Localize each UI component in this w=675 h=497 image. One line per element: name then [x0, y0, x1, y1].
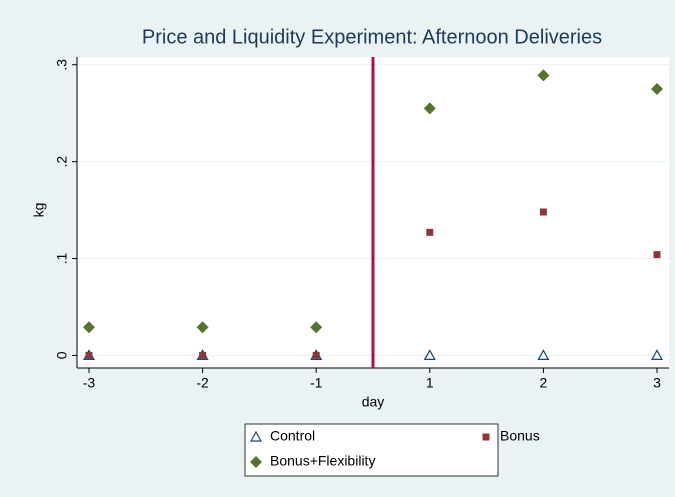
y-axis-label: kg: [31, 203, 47, 218]
x-axis-label: day: [362, 394, 385, 410]
point: [651, 82, 663, 95]
point: [539, 208, 547, 216]
point: [423, 349, 436, 361]
point: [196, 321, 209, 334]
legend-marker: [482, 433, 490, 441]
point: [83, 321, 95, 334]
point: [312, 351, 320, 359]
legend: [244, 423, 499, 477]
x-tick-label: 2: [540, 375, 548, 391]
point: [650, 349, 664, 361]
point: [537, 69, 550, 82]
legend-marker: [250, 456, 262, 468]
y-tick-label: .1: [54, 252, 70, 264]
point: [423, 102, 436, 115]
legend-label: Bonus+Flexibility: [270, 453, 375, 469]
point: [310, 321, 323, 334]
point: [653, 251, 661, 259]
x-tick-label: 1: [426, 375, 434, 391]
y-tick-label: .3: [54, 59, 70, 71]
point: [426, 228, 434, 236]
chart-title: Price and Liquidity Experiment: Afternoo…: [142, 26, 602, 48]
legend-label: Bonus: [500, 428, 540, 444]
legend-label: Control: [270, 428, 315, 444]
point: [85, 351, 93, 359]
x-tick-label: -1: [310, 375, 323, 391]
x-tick-label: -3: [83, 375, 96, 391]
legend-marker: [249, 430, 263, 442]
point: [199, 351, 207, 359]
point: [537, 349, 550, 361]
y-tick-label: 0: [54, 351, 70, 359]
y-tick-label: .2: [54, 156, 70, 168]
x-tick-label: -2: [196, 375, 209, 391]
x-tick-label: 3: [653, 375, 661, 391]
